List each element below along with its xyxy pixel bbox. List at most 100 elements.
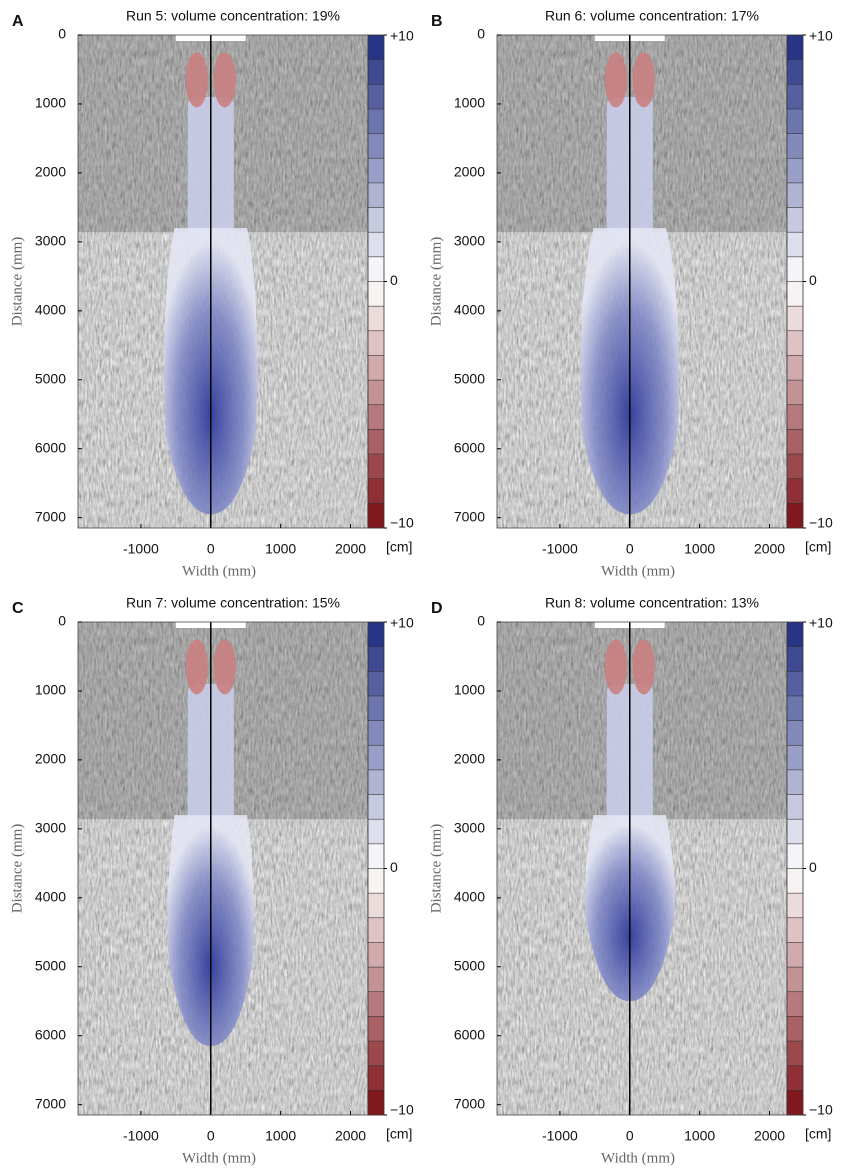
colorbar-step — [787, 182, 803, 208]
y-tick-label: 7000 — [35, 1095, 66, 1111]
colorbar-step — [368, 108, 384, 134]
y-tick-label: 7000 — [454, 1095, 485, 1111]
x-tick-label: 1000 — [265, 541, 296, 557]
y-tick-label: 5000 — [35, 370, 66, 386]
colorbar-step — [368, 893, 384, 919]
panel-letter: D — [431, 600, 443, 617]
x-tick-label: 1000 — [265, 1128, 296, 1144]
y-tick-label: 7000 — [35, 508, 66, 524]
colorbar-step — [368, 207, 384, 233]
colorbar-step — [368, 991, 384, 1017]
colorbar-tick-label: +10 — [390, 615, 414, 631]
colorbar-step — [787, 942, 803, 968]
chart-title: Run 7: volume concentration: 15% — [126, 595, 340, 611]
colorbar-label: [cm] — [386, 539, 412, 555]
y-tick-label: 6000 — [454, 1026, 485, 1042]
colorbar-step — [368, 819, 384, 845]
colorbar-tick-label: 0 — [809, 859, 817, 875]
colorbar-step — [787, 503, 803, 529]
x-tick-label: 2000 — [335, 1128, 366, 1144]
colorbar-step — [368, 404, 384, 430]
colorbar-step — [787, 478, 803, 504]
colorbar-step — [368, 695, 384, 721]
x-tick-label: 0 — [626, 541, 634, 557]
colorbar-step — [368, 794, 384, 820]
source-blob — [185, 639, 208, 695]
colorbar-step — [368, 355, 384, 381]
colorbar-step — [368, 1090, 384, 1116]
colorbar-step — [787, 843, 803, 869]
colorbar-step — [368, 868, 384, 894]
colorbar-step — [787, 893, 803, 919]
x-axis-label: Width (mm) — [182, 563, 256, 579]
colorbar-step — [787, 917, 803, 943]
source-blob — [185, 52, 208, 108]
colorbar-step — [787, 769, 803, 795]
colorbar-step — [787, 720, 803, 746]
colorbar-tick-label: 0 — [809, 272, 817, 288]
y-tick-label: 0 — [58, 26, 66, 42]
colorbar-step — [787, 306, 803, 332]
colorbar-tick-label: 0 — [390, 859, 398, 875]
colorbar-step — [787, 108, 803, 134]
colorbar-tick-label: +10 — [809, 28, 833, 44]
y-tick-label: 3000 — [454, 233, 485, 249]
colorbar-step — [368, 330, 384, 356]
colorbar-step — [368, 232, 384, 258]
colorbar-step — [787, 991, 803, 1017]
y-tick-label: 1000 — [35, 682, 66, 698]
y-tick-label: 0 — [477, 613, 485, 629]
colorbar-step — [787, 133, 803, 159]
colorbar-step — [787, 59, 803, 85]
colorbar-step — [787, 429, 803, 455]
colorbar-step — [368, 133, 384, 159]
x-axis-label: Width (mm) — [182, 1150, 256, 1166]
colorbar-step — [787, 454, 803, 479]
y-tick-label: 3000 — [35, 820, 66, 836]
colorbar-step — [787, 868, 803, 894]
colorbar-step — [787, 158, 803, 184]
colorbar-step — [368, 1065, 384, 1091]
x-tick-label: -1000 — [123, 541, 159, 557]
x-tick-label: 1000 — [684, 541, 715, 557]
colorbar-tick-label: 0 — [390, 272, 398, 288]
colorbar-step — [368, 380, 384, 406]
colorbar-step — [787, 819, 803, 845]
chart-title: Run 8: volume concentration: 13% — [545, 595, 759, 611]
x-tick-label: 0 — [626, 1128, 634, 1144]
colorbar-step — [787, 35, 803, 60]
colorbar-tick-label: −10 — [390, 515, 414, 531]
y-tick-label: 7000 — [454, 508, 485, 524]
y-axis-label: Distance (mm) — [428, 237, 444, 327]
source-blob — [632, 639, 655, 695]
colorbar-step — [368, 769, 384, 795]
y-tick-label: 2000 — [454, 164, 485, 180]
colorbar-step — [787, 380, 803, 406]
y-tick-label: 1000 — [454, 682, 485, 698]
colorbar-step — [787, 1090, 803, 1116]
colorbar-label: [cm] — [386, 1126, 412, 1142]
colorbar-step — [787, 207, 803, 233]
colorbar-step — [787, 256, 803, 282]
x-tick-label: 0 — [207, 1128, 215, 1144]
colorbar-step — [787, 404, 803, 430]
colorbar-step — [368, 942, 384, 968]
colorbar-step — [368, 745, 384, 771]
chart-title: Run 6: volume concentration: 17% — [545, 8, 759, 24]
colorbar-step — [787, 1065, 803, 1091]
colorbar-step — [787, 695, 803, 721]
x-tick-label: 1000 — [684, 1128, 715, 1144]
y-tick-label: 5000 — [454, 370, 485, 386]
colorbar-step — [787, 967, 803, 993]
colorbar-step — [368, 84, 384, 110]
x-axis-label: Width (mm) — [601, 563, 675, 579]
source-blob — [604, 52, 627, 108]
y-tick-label: 1000 — [454, 95, 485, 111]
colorbar-step — [368, 182, 384, 208]
y-tick-label: 5000 — [454, 957, 485, 973]
colorbar-label: [cm] — [805, 1126, 831, 1142]
colorbar-tick-label: −10 — [809, 515, 833, 531]
colorbar-step — [368, 1041, 384, 1066]
colorbar-step — [787, 1016, 803, 1042]
